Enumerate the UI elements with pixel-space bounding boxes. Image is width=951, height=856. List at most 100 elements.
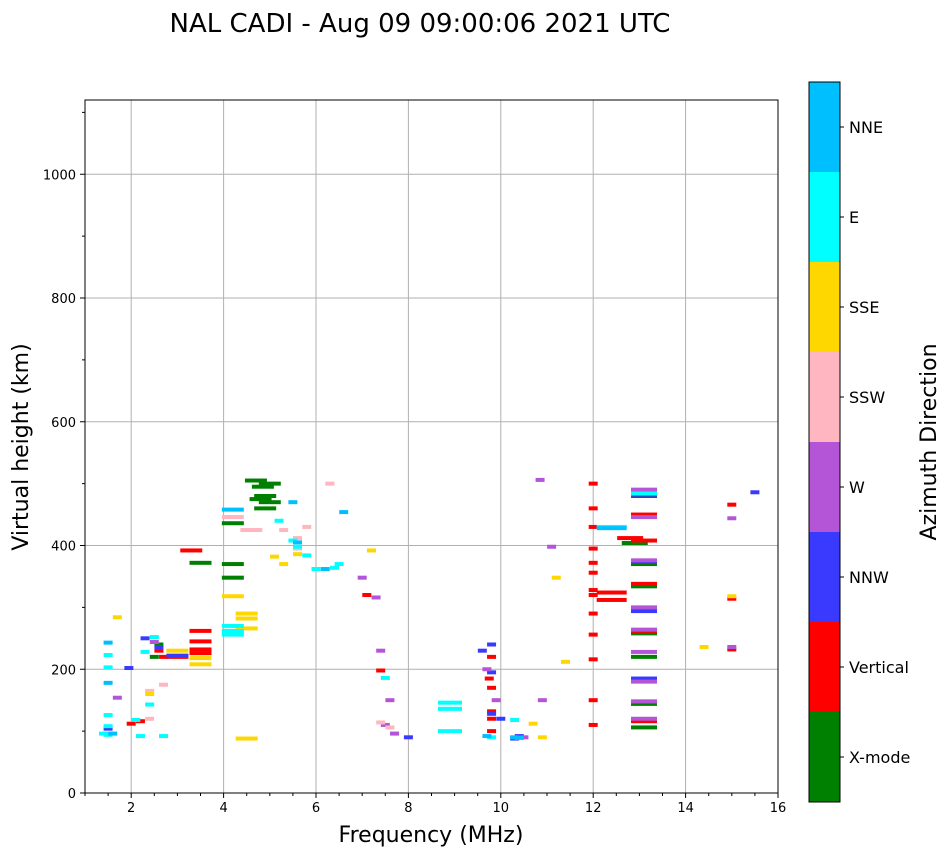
data-point [274,518,284,523]
data-point [159,654,169,659]
x-tick-label: 8 [404,801,412,816]
data-point [258,481,281,486]
data-point [279,562,289,567]
data-point [380,722,390,727]
data-point [588,570,598,575]
data-point [325,481,335,486]
data-point [727,594,737,599]
data-point [631,676,658,681]
x-tick-label: 4 [219,801,227,816]
data-point [551,575,561,580]
data-point [588,546,598,551]
x-axis-ticks: 2 4 6 8 10 12 14 16 [84,793,786,816]
data-point [293,536,303,541]
data-point [727,647,737,652]
data-point [154,648,164,653]
data-point [249,497,272,502]
data-point [103,732,113,737]
y-tick-label: 1000 [43,168,76,183]
data-point [140,636,150,641]
data-point [631,515,658,520]
data-point [588,524,598,529]
data-point [189,651,212,656]
colorbar-swatch [809,262,840,352]
data-point [329,565,339,570]
data-point [189,662,212,667]
data-point [514,735,524,740]
colorbar-swatch [809,172,840,262]
data-point [293,544,303,549]
data-point [189,647,212,652]
data-point [390,731,400,736]
colorbar-tick-label: W [849,478,865,497]
colorbar-swatch [809,532,840,622]
data-point [380,675,390,680]
data-point [437,706,462,711]
data-point [189,628,212,633]
x-tick-label: 10 [493,801,510,816]
data-point [149,635,159,640]
y-tick-label: 200 [51,663,76,678]
data-point [496,716,506,721]
y-tick-label: 400 [51,540,76,555]
colorbar-label: Azimuth Direction [917,343,942,540]
data-point [596,590,627,595]
data-point [293,552,303,557]
colorbar-swatch [809,712,840,802]
data-point [631,719,658,724]
x-tick-label: 12 [585,801,602,816]
x-axis-label: Frequency (MHz) [339,823,524,848]
data-point [221,623,244,628]
data-point [189,639,212,644]
data-point [376,648,386,653]
colorbar-swatch [809,352,840,442]
x-tick-label: 2 [127,801,135,816]
data-point [108,731,118,736]
data-point [588,632,598,637]
data-point [258,500,281,505]
data-point [588,481,598,486]
data-point [631,487,658,492]
data-point [235,736,258,741]
data-point [631,609,658,614]
data-point [235,611,258,616]
data-point [166,653,189,658]
data-point [484,676,494,681]
data-point [437,700,462,705]
data-point [631,679,658,684]
data-point [491,698,501,703]
data-point [727,596,737,601]
data-point [631,581,658,586]
data-point [112,695,122,700]
data-point [588,560,598,565]
colorbar-tick-label: Vertical [849,658,909,677]
data-point [631,627,658,632]
data-point [131,717,141,722]
series-nne [103,500,627,740]
data-point [487,729,497,734]
data-point [103,680,113,685]
data-point [403,735,413,740]
data-point [487,670,497,675]
data-point [631,649,658,654]
data-point [145,716,155,721]
data-point [727,644,737,649]
data-point [126,721,136,726]
data-point [631,716,658,721]
data-point [385,725,395,730]
data-point [482,734,492,739]
data-point [588,506,598,511]
data-point [588,722,598,727]
data-point [588,611,598,616]
data-point [588,698,598,703]
colorbar-swatch [809,82,840,172]
data-point [293,540,303,545]
data-point [487,642,497,647]
data-point [631,562,658,567]
x-tick-label: 14 [677,801,694,816]
data-point [487,709,497,714]
data-point [631,584,658,589]
data-point [371,595,381,600]
data-point [124,666,134,671]
data-point [288,538,298,543]
